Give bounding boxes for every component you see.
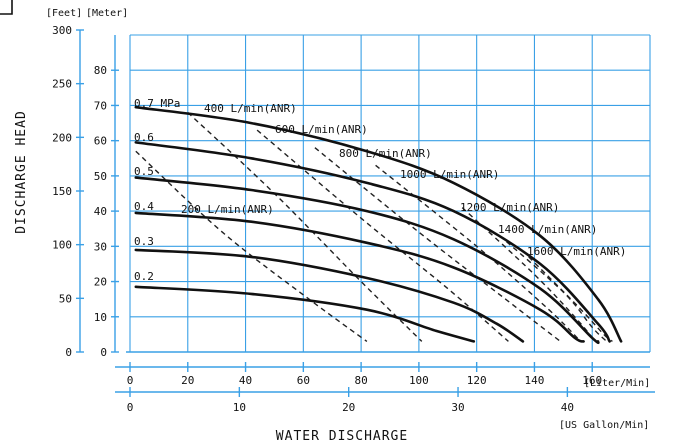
air-curve-label: 400 L/min(ANR) <box>204 102 297 115</box>
air-consumption-curve <box>135 150 368 342</box>
x-unit-primary: [Liter/Min] <box>584 378 650 389</box>
liter-tick-label: 20 <box>181 374 194 387</box>
liter-tick-label: 160 <box>582 374 602 387</box>
liter-tick-label: 140 <box>525 374 545 387</box>
y-unit-feet: [Feet] <box>46 8 82 19</box>
pressure-curve <box>134 248 525 343</box>
liter-tick-label: 60 <box>297 374 310 387</box>
gallon-tick-label: 30 <box>451 401 464 414</box>
meter-tick-label: 0 <box>100 346 107 359</box>
air-curve-label: 1600 L/min(ANR) <box>527 245 626 258</box>
gallon-tick-label: 20 <box>342 401 355 414</box>
gallon-tick-label: 10 <box>233 401 246 414</box>
x-axis-title: WATER DISCHARGE <box>276 429 408 444</box>
pressure-curve <box>134 105 623 343</box>
gallon-tick-label: 40 <box>561 401 574 414</box>
liter-tick-label: 100 <box>409 374 429 387</box>
meter-tick-label: 20 <box>94 276 107 289</box>
air-curve-label: 1200 L/min(ANR) <box>460 201 559 214</box>
pressure-curve <box>134 211 585 343</box>
pressure-curve <box>134 141 611 343</box>
air-curve-label: 1000 L/min(ANR) <box>400 168 499 181</box>
meter-tick-label: 80 <box>94 64 107 77</box>
y-unit-meter: [Meter] <box>86 8 128 19</box>
pressure-curve-label: 0.3 <box>134 235 154 248</box>
feet-tick-label: 150 <box>52 185 72 198</box>
air-curve-label: 800 L/min(ANR) <box>339 147 432 160</box>
meter-tick-label: 40 <box>94 205 107 218</box>
air-consumption-curve <box>461 207 596 342</box>
meter-tick-label: 50 <box>94 170 107 183</box>
pressure-curve-label: 0.4 <box>134 200 154 213</box>
liter-tick-label: 0 <box>127 374 134 387</box>
pressure-curve <box>134 285 476 343</box>
corner-mark <box>0 0 13 15</box>
gallon-tick-label: 0 <box>127 401 134 414</box>
x-unit-secondary: [US Gallon/Min] <box>559 420 649 431</box>
meter-tick-label: 10 <box>94 311 107 324</box>
y-axis-title: DISCHARGE HEAD <box>14 110 29 234</box>
feet-tick-label: 250 <box>52 78 72 91</box>
air-consumption-curve <box>528 256 613 342</box>
liter-tick-label: 40 <box>239 374 252 387</box>
meter-tick-label: 30 <box>94 240 107 253</box>
pressure-curve-label: 0.5 <box>134 165 154 178</box>
feet-tick-label: 300 <box>52 24 72 37</box>
liter-tick-label: 80 <box>354 374 367 387</box>
feet-tick-label: 200 <box>52 131 72 144</box>
pressure-curve-label: 0.2 <box>134 270 154 283</box>
feet-tick-label: 0 <box>65 346 72 359</box>
air-curve-label: 600 L/min(ANR) <box>275 123 368 136</box>
pressure-curve <box>134 176 600 345</box>
pressure-curve-label: 0.7 MPa <box>134 97 180 110</box>
feet-tick-label: 100 <box>52 239 72 252</box>
liter-tick-label: 120 <box>467 374 487 387</box>
pressure-curve-label: 0.6 <box>134 131 154 144</box>
meter-tick-label: 70 <box>94 99 107 112</box>
meter-tick-label: 60 <box>94 135 107 148</box>
air-curve-label: 200 L/min(ANR) <box>181 203 274 216</box>
feet-tick-label: 50 <box>59 292 72 305</box>
air-curve-label: 1400 L/min(ANR) <box>498 223 597 236</box>
